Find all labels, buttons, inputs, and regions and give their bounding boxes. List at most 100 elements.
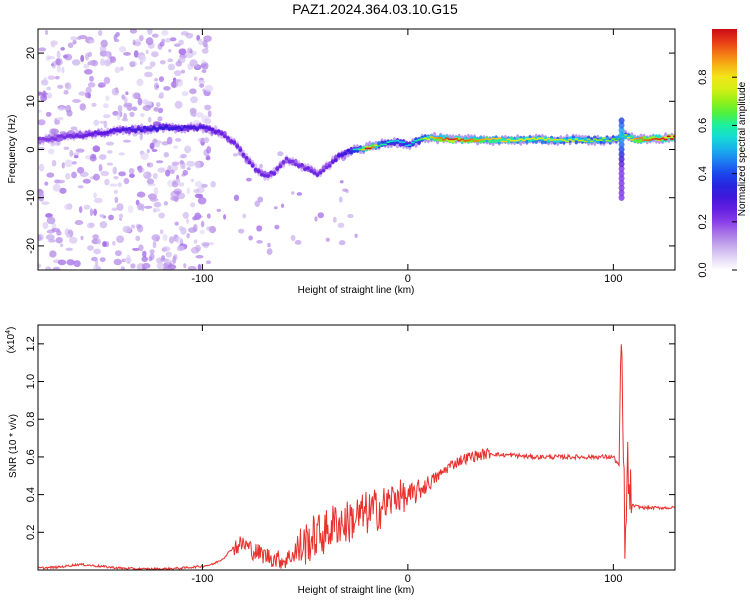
noise-speckle xyxy=(50,128,59,135)
ridge-spike-blob xyxy=(618,189,625,197)
noise-speckle xyxy=(194,212,202,220)
ridge-segment xyxy=(672,135,675,138)
ridge-segment xyxy=(41,136,45,141)
ridge-segment xyxy=(176,125,181,130)
ridge-segment xyxy=(586,139,591,144)
noise-speckle xyxy=(290,191,295,195)
noise-speckle xyxy=(46,86,51,91)
noise-speckle xyxy=(168,164,178,172)
noise-speckle xyxy=(131,106,138,112)
noise-speckle xyxy=(59,187,67,194)
noise-speckle xyxy=(108,214,114,221)
noise-speckle xyxy=(169,236,175,244)
noise-speckle xyxy=(63,90,69,95)
noise-speckle xyxy=(104,178,110,186)
ridge-segment xyxy=(497,137,502,140)
noise-speckle xyxy=(197,197,207,205)
noise-speckle xyxy=(184,145,192,154)
noise-speckle xyxy=(103,114,111,119)
ridge-segment xyxy=(401,141,406,144)
noise-speckle xyxy=(132,247,140,251)
noise-speckle xyxy=(40,94,48,102)
ridge-segment xyxy=(657,138,662,141)
ridge-segment xyxy=(565,140,569,143)
ridge-segment xyxy=(377,145,381,147)
ridge-segment xyxy=(574,138,579,141)
noise-speckle xyxy=(132,39,136,45)
ridge-segment xyxy=(669,135,674,139)
noise-speckle xyxy=(71,59,81,66)
noise-speckle xyxy=(62,54,68,59)
ridge-segment xyxy=(568,138,573,141)
noise-speckle xyxy=(87,82,96,88)
noise-speckle xyxy=(38,163,45,172)
ridge-segment xyxy=(398,141,403,143)
noise-speckle xyxy=(151,33,159,38)
ridge-segment xyxy=(494,139,499,143)
noise-speckle xyxy=(100,58,105,66)
ridge-segment xyxy=(500,137,505,142)
ridge-segment xyxy=(44,137,49,142)
ridge-segment xyxy=(142,125,147,130)
ridge-segment xyxy=(669,138,674,140)
noise-speckle xyxy=(179,160,184,165)
ridge-segment xyxy=(469,139,474,143)
ridge-segment xyxy=(602,138,606,143)
noise-speckle xyxy=(257,196,264,203)
noise-speckle xyxy=(266,248,273,256)
colorbar-tick-label: 0.2 xyxy=(697,214,709,229)
noise-speckle xyxy=(143,171,147,176)
ridge-segment xyxy=(315,173,320,177)
ridge-segment xyxy=(451,139,455,144)
colorbar-tick-label: 0.6 xyxy=(697,118,709,133)
ridge-segment xyxy=(654,137,659,140)
noise-speckle xyxy=(163,151,170,158)
ridge-segment xyxy=(179,127,184,132)
noise-speckle xyxy=(87,245,94,251)
noise-speckle xyxy=(73,260,81,268)
ridge-segment xyxy=(663,138,668,141)
noise-speckle xyxy=(90,59,99,67)
ridge-segment xyxy=(207,127,212,131)
noise-speckle xyxy=(38,91,42,96)
noise-speckle xyxy=(129,61,136,68)
ridge-segment xyxy=(503,140,508,143)
ridge-segment xyxy=(81,134,86,138)
noise-speckle xyxy=(294,239,302,245)
noise-speckle xyxy=(118,171,126,177)
noise-speckle xyxy=(93,119,100,126)
x-tick-label: 100 xyxy=(604,273,622,285)
noise-speckle xyxy=(138,34,144,42)
ridge-segment xyxy=(47,138,52,142)
noise-speckle xyxy=(137,202,143,211)
ridge-segment xyxy=(108,129,113,133)
noise-speckle xyxy=(57,106,67,111)
noise-speckle xyxy=(75,148,85,153)
noise-speckle xyxy=(59,243,64,248)
noise-speckle xyxy=(199,229,205,235)
noise-speckle xyxy=(354,233,358,238)
ridge-segment xyxy=(463,140,468,142)
noise-speckle xyxy=(118,46,127,53)
ridge-segment xyxy=(352,149,357,153)
noise-speckle xyxy=(256,225,263,232)
noise-speckle xyxy=(92,234,99,240)
ridge-segment xyxy=(426,135,431,140)
noise-speckle xyxy=(204,85,214,93)
ridge-segment xyxy=(96,131,101,136)
ridge-segment xyxy=(540,137,545,140)
ridge-segment xyxy=(352,148,357,151)
ridge-segment xyxy=(377,141,381,145)
noise-speckle xyxy=(138,244,144,252)
noise-speckle xyxy=(97,30,103,36)
ridge-segment xyxy=(524,138,529,140)
noise-speckle xyxy=(72,39,77,45)
noise-speckle xyxy=(70,36,78,41)
noise-speckle xyxy=(147,29,153,35)
ridge-segment xyxy=(358,148,363,151)
colorbar-tick-label: 0.8 xyxy=(697,70,709,85)
noise-speckle xyxy=(157,107,164,114)
noise-speckle xyxy=(157,167,166,173)
ridge-segment xyxy=(632,137,637,140)
